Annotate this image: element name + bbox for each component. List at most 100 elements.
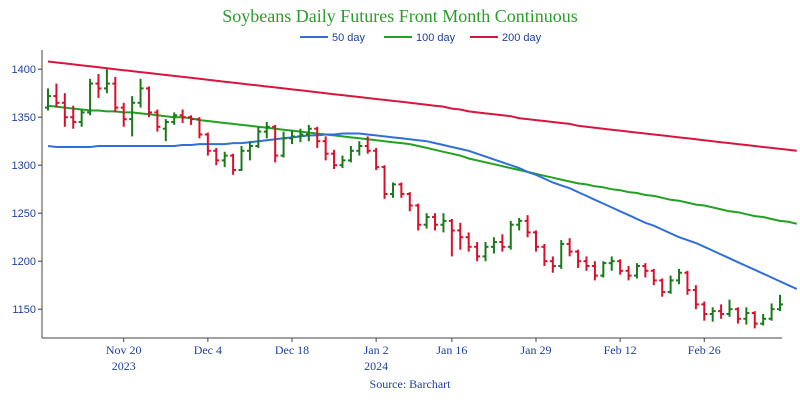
ohlc-bar xyxy=(692,285,699,310)
ohlc-bar xyxy=(406,192,413,212)
ohlc-bar xyxy=(549,256,556,273)
ohlc-bar xyxy=(768,303,775,321)
ohlc-bar xyxy=(760,314,767,326)
x-axis-ticks: Nov 20 2023 Dec 4 Dec 18 Jan 2 2024 Jan 16 Jan … xyxy=(106,338,721,373)
ohlc-bar xyxy=(154,109,161,132)
y-tick-label: 1350 xyxy=(12,112,36,124)
ohlc-bar xyxy=(45,88,51,111)
x-tick-year-label: 2023 xyxy=(112,359,136,373)
x-tick-label: Dec 4 xyxy=(194,343,222,357)
x-tick-label: Jan 2 xyxy=(364,343,389,357)
ohlc-bar xyxy=(171,112,178,125)
ohlc-bar xyxy=(667,275,674,294)
ohlc-bar xyxy=(516,218,523,231)
y-axis-ticks: 1150 1200 1250 1300 1350 1400 xyxy=(12,64,42,316)
ohlc-bar xyxy=(398,182,405,198)
ohlc-bar xyxy=(305,124,312,142)
ohlc-bar xyxy=(482,242,489,262)
ohlc-bar xyxy=(137,78,144,108)
ohlc-bar xyxy=(162,119,169,142)
ohlc-bar xyxy=(600,261,607,278)
ohlc-bar xyxy=(432,213,439,231)
ohlc-bar xyxy=(608,256,615,271)
ohlc-bar xyxy=(726,299,733,317)
ohlc-bar xyxy=(61,93,68,127)
ohlc-bar xyxy=(87,78,94,116)
ohlc-bar xyxy=(533,230,539,252)
ohlc-bar xyxy=(221,151,228,168)
ohlc-bar xyxy=(524,215,531,238)
ohlc-bar xyxy=(280,131,287,158)
x-tick-label: Dec 18 xyxy=(275,343,309,357)
y-tick-label: 1400 xyxy=(12,64,36,76)
ohlc-bar xyxy=(591,261,598,281)
ohlc-bar xyxy=(499,234,506,252)
legend-label-ma200: 200 day xyxy=(502,32,542,44)
ohlc-bar xyxy=(642,263,649,278)
ohlc-bar xyxy=(213,147,220,166)
ohlc-bar xyxy=(743,307,750,325)
ohlc-bar xyxy=(415,203,422,231)
ohlc-bar xyxy=(650,268,657,286)
ohlc-bar xyxy=(297,128,304,143)
ma50-line xyxy=(47,132,798,290)
ohlc-bar xyxy=(684,270,691,295)
legend-label-ma100: 100 day xyxy=(416,32,456,44)
x-tick-label: Feb 26 xyxy=(688,343,721,357)
y-tick-label: 1150 xyxy=(12,304,36,316)
ohlc-bar xyxy=(389,182,396,198)
ma200-line xyxy=(47,60,797,152)
ohlc-bar xyxy=(575,249,582,268)
ohlc-bar xyxy=(188,115,195,125)
ohlc-bar xyxy=(633,263,640,279)
ohlc-bar xyxy=(625,266,632,281)
ohlc-bar xyxy=(709,307,716,322)
ohlc-bar xyxy=(103,69,110,94)
y-tick-label: 1250 xyxy=(12,208,36,220)
ohlc-bar xyxy=(701,301,708,321)
ohlc-bar xyxy=(78,109,85,127)
ohlc-bar xyxy=(204,132,211,156)
ohlc-bar xyxy=(356,141,363,156)
ohlc-bar xyxy=(423,213,430,229)
ohlc-bar xyxy=(777,294,783,312)
ohlc-bar xyxy=(120,102,127,127)
chart-title: Soybeans Daily Futures Front Month Conti… xyxy=(222,6,578,26)
ohlc-bar xyxy=(196,117,203,139)
x-tick-label: Feb 12 xyxy=(604,343,637,357)
ohlc-bar xyxy=(314,126,321,148)
ohlc-bar xyxy=(364,136,371,154)
ohlc-bar xyxy=(339,155,346,169)
ohlc-bars xyxy=(45,69,783,329)
ohlc-bar xyxy=(718,304,725,319)
ohlc-bar xyxy=(373,147,380,170)
ohlc-bar xyxy=(112,76,119,113)
ohlc-bar xyxy=(676,268,683,285)
legend: 50 day 100 day 200 day xyxy=(300,32,542,44)
ohlc-bar xyxy=(331,149,338,170)
ohlc-bar xyxy=(238,146,245,171)
ohlc-bar xyxy=(70,105,77,129)
y-tick-label: 1300 xyxy=(12,160,36,172)
legend-label-ma50: 50 day xyxy=(332,32,366,44)
ohlc-bar xyxy=(751,311,758,329)
source-label: Source: Barchart xyxy=(370,377,452,391)
x-tick-label: Nov 20 xyxy=(106,343,142,357)
ohlc-bar xyxy=(289,130,295,145)
x-tick-label: Jan 16 xyxy=(436,343,467,357)
ohlc-bar xyxy=(507,220,514,250)
ohlc-bar xyxy=(457,222,464,250)
ohlc-bar xyxy=(263,122,270,139)
ohlc-bar xyxy=(734,307,741,324)
ohlc-bar xyxy=(95,74,102,98)
x-tick-year-label: 2024 xyxy=(364,359,388,373)
ohlc-bar xyxy=(583,256,590,271)
ohlc-bar xyxy=(272,124,279,163)
ohlc-bar xyxy=(347,146,354,163)
ohlc-bar xyxy=(490,237,497,254)
ohlc-bar xyxy=(465,232,472,252)
moving-average-series xyxy=(47,60,798,290)
ohlc-bar xyxy=(255,126,262,148)
x-tick-label: Jan 29 xyxy=(521,343,552,357)
